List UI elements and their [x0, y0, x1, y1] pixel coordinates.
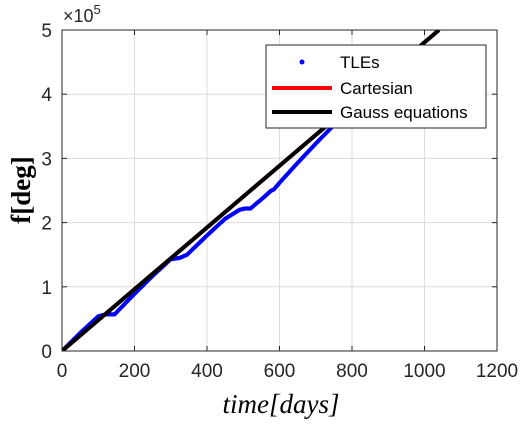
- y-tick-label: 5: [41, 21, 52, 42]
- y-tick-label: 0: [41, 342, 52, 363]
- x-tick-label: 1200: [476, 361, 518, 382]
- legend-label-cartesian: Cartesian: [340, 79, 413, 98]
- x-axis-label: time[days]: [223, 389, 340, 419]
- x-tick-label: 600: [264, 361, 296, 382]
- x-tick-label: 400: [191, 361, 223, 382]
- y-tick-label: 3: [41, 149, 52, 170]
- x-tick-label: 200: [119, 361, 151, 382]
- y-tick-label: 4: [41, 85, 52, 106]
- x-tick-label: 1000: [403, 361, 445, 382]
- x-tick-label: 800: [336, 361, 368, 382]
- y-tick-label: 2: [41, 214, 52, 235]
- y-exponent-power: 5: [94, 2, 101, 17]
- y-tick-label: 1: [41, 278, 52, 299]
- x-tick-label: 0: [57, 361, 68, 382]
- axis-ticks: 0 200 400 600 800 1000 1200 0 1 2 3 4 5: [41, 21, 518, 382]
- legend-label-gauss: Gauss equations: [340, 103, 468, 122]
- y-exponent-label: ×105: [63, 2, 101, 26]
- legend: TLEs Cartesian Gauss equations: [265, 44, 487, 129]
- legend-marker-tles: [299, 59, 305, 65]
- legend-label-tles: TLEs: [340, 53, 380, 72]
- y-axis-label: f[deg]: [6, 156, 36, 223]
